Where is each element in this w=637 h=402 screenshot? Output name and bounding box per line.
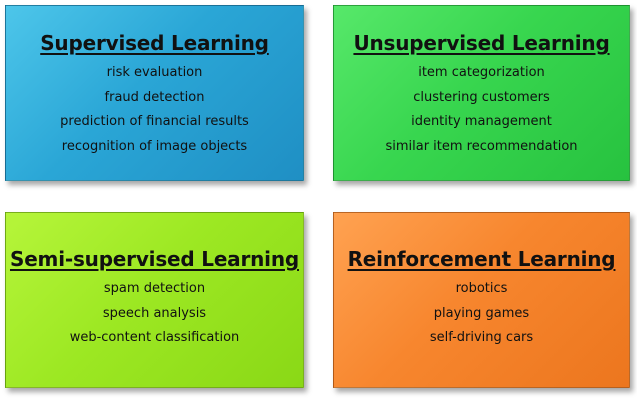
list-item: fraud detection [104,89,205,105]
list-item: risk evaluation [106,65,203,80]
list-item: spam detection [103,281,206,296]
list-item: speech analysis [102,305,207,321]
supervised-examples-list: risk evaluation fraud detection predicti… [6,61,303,159]
list-item: web-content classification [69,330,240,345]
semi-supervised-examples-list: spam detection speech analysis web-conte… [6,277,303,351]
unsupervised-examples-list: item categorization clustering customers… [334,61,629,159]
list-item: item categorization [418,65,545,80]
card-title-supervised: Supervised Learning [40,31,269,55]
list-item: similar item recommendation [385,138,578,154]
card-title-semi-supervised: Semi-supervised Learning [9,247,299,271]
unsupervised-learning-card: Unsupervised Learning item categorizatio… [333,5,630,181]
list-item: playing games [433,305,530,321]
card-title-unsupervised: Unsupervised Learning [353,31,610,55]
list-item: robotics [455,281,508,296]
semi-supervised-learning-card: Semi-supervised Learning spam detection … [5,212,304,388]
list-item: recognition of image objects [61,138,248,154]
list-item: clustering customers [413,89,550,105]
card-title-reinforcement: Reinforcement Learning [347,247,616,271]
supervised-learning-card: Supervised Learning risk evaluation frau… [5,5,304,181]
reinforcement-learning-card: Reinforcement Learning robotics playing … [333,212,630,388]
list-item: prediction of financial results [60,114,249,129]
list-item: identity management [411,114,552,129]
reinforcement-examples-list: robotics playing games self-driving cars [334,277,629,351]
list-item: self-driving cars [429,330,534,345]
